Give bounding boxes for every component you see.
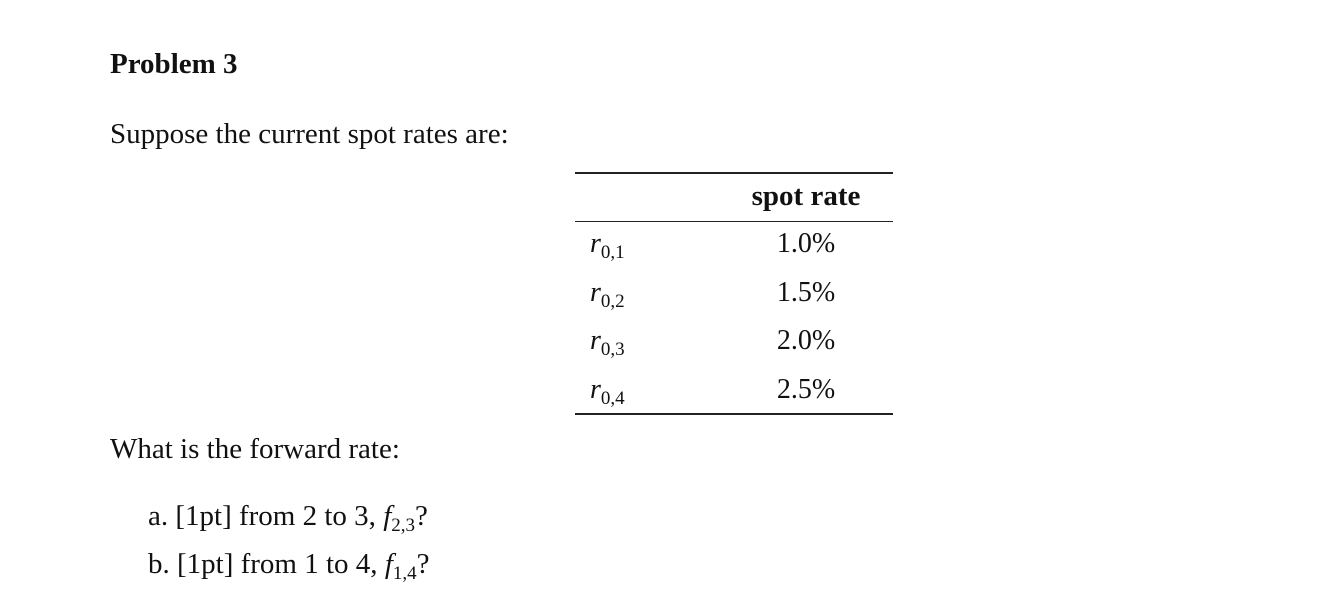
item-symbol: f: [384, 548, 393, 580]
item-text: [1pt] from 1 to 4,: [177, 548, 378, 580]
table-mid-rule: [575, 221, 893, 222]
table-bottom-rule: [575, 413, 893, 415]
row-value: 2.0%: [776, 325, 836, 356]
subscript: 0,4: [600, 387, 625, 409]
subscript: 0,1: [600, 242, 625, 263]
item-label: b.: [148, 548, 170, 580]
item-end: ?: [416, 548, 430, 580]
symbol: r: [590, 325, 601, 356]
row-symbol: r0,2: [590, 276, 625, 312]
item-text: [1pt] from 2 to 3,: [175, 500, 376, 532]
item-label: a.: [148, 500, 169, 532]
question: What is the forward rate:: [110, 433, 400, 465]
subscript: 0,3: [600, 339, 625, 360]
subscript: 0,2: [600, 290, 625, 312]
row-value: 2.5%: [776, 373, 836, 405]
row-symbol: r0,4: [590, 373, 625, 409]
symbol: r: [590, 228, 601, 259]
subscript: 2,3: [391, 515, 415, 536]
item: b. [1pt] from 1 to 4, f1,4?: [148, 548, 430, 584]
intro: Suppose the current spot rates are:: [110, 118, 509, 150]
table-header: spot rate: [751, 180, 861, 212]
title: Problem 3: [110, 48, 238, 80]
symbol: r: [590, 276, 601, 308]
row-value: 1.0%: [776, 228, 836, 259]
item-end: ?: [415, 500, 428, 532]
symbol: r: [590, 373, 601, 405]
item-symbol: f: [383, 500, 392, 532]
row-value: 1.5%: [776, 276, 836, 308]
row-symbol: r0,1: [590, 228, 625, 263]
item: a. [1pt] from 2 to 3, f2,3?: [148, 500, 428, 536]
row-symbol: r0,3: [590, 325, 625, 360]
table-top-rule: [575, 172, 893, 174]
subscript: 1,4: [392, 563, 417, 584]
